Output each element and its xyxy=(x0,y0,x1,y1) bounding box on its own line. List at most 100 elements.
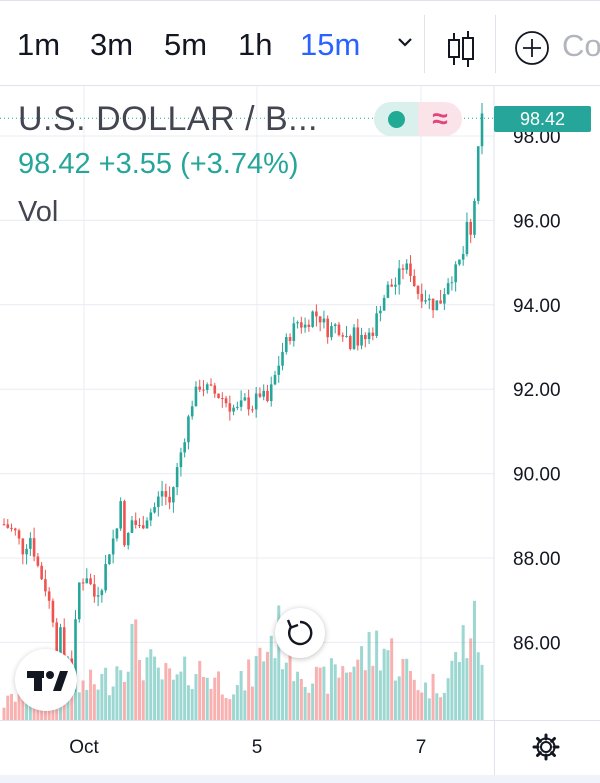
volume-bar xyxy=(209,688,213,720)
volume-bar xyxy=(378,670,382,720)
candle-body xyxy=(168,496,171,503)
volume-bar xyxy=(25,696,29,720)
volume-bar xyxy=(405,658,409,720)
volume-bar xyxy=(262,661,266,720)
timeframe-15m[interactable]: 15m xyxy=(300,27,361,62)
timeframe-5m[interactable]: 5m xyxy=(164,27,208,62)
volume-bar xyxy=(386,650,390,720)
candle-body xyxy=(296,322,299,324)
candle-body xyxy=(160,491,164,497)
candle-body xyxy=(126,532,130,546)
volume-bar xyxy=(307,692,311,720)
tradingview-logo[interactable] xyxy=(15,649,77,711)
time-axis[interactable]: Oct 5 7 xyxy=(0,720,600,776)
candle-body xyxy=(345,336,348,338)
timeframe-1m[interactable]: 1m xyxy=(17,27,61,62)
candle-body xyxy=(409,263,412,276)
volume-bar xyxy=(311,683,315,720)
volume-bar xyxy=(375,630,379,720)
candle-body xyxy=(77,582,81,620)
candle-body xyxy=(443,294,446,304)
price-chart[interactable]: 98.00 96.00 94.00 92.00 90.00 88.00 86.00 xyxy=(0,86,600,720)
volume-bar xyxy=(235,685,239,720)
candle-body xyxy=(307,324,311,327)
candle-body xyxy=(424,300,427,302)
candle-body xyxy=(458,259,461,265)
candle-body xyxy=(262,390,266,397)
volume-bar xyxy=(337,677,341,720)
volume-bar xyxy=(130,623,134,720)
volume-bar xyxy=(186,685,190,720)
volume-bar xyxy=(284,662,288,720)
volume-bar xyxy=(96,689,100,720)
volume-bar xyxy=(141,680,145,720)
volume-bar xyxy=(10,693,14,720)
candle-body xyxy=(6,524,10,528)
volume-bar xyxy=(281,669,285,720)
candle-body xyxy=(21,538,25,555)
candlestick-icon[interactable] xyxy=(446,29,476,69)
candle-body xyxy=(416,285,420,294)
volume-legend-label[interactable]: Vol xyxy=(18,196,59,228)
volume-bar xyxy=(213,677,217,720)
plus-circle-icon[interactable] xyxy=(512,28,552,68)
volume-bar xyxy=(66,689,70,720)
volume-bar xyxy=(254,656,258,720)
price-tick-label: 88.00 xyxy=(513,549,561,570)
volume-bar xyxy=(450,660,454,720)
volume-bar xyxy=(145,657,149,720)
toolbar-divider xyxy=(495,15,496,73)
candle-body xyxy=(220,398,224,400)
volume-bar xyxy=(194,674,198,720)
volume-bar xyxy=(296,671,300,720)
timeframe-1h[interactable]: 1h xyxy=(238,27,273,62)
candle-body xyxy=(243,397,247,401)
candle-body xyxy=(364,334,367,340)
candle-body xyxy=(412,275,416,286)
current-price-label: 98.42 xyxy=(494,106,591,132)
candle-body xyxy=(213,385,217,394)
volume-bar xyxy=(465,658,469,720)
candle-body xyxy=(284,337,288,352)
volume-bar xyxy=(416,690,420,720)
volume-bar xyxy=(288,623,292,720)
volume-bar xyxy=(461,625,465,720)
candle-body xyxy=(96,595,100,597)
candle-body xyxy=(300,322,303,328)
candle-body xyxy=(89,578,92,585)
compare-button-label[interactable]: Co xyxy=(562,28,600,63)
candle-body xyxy=(337,324,341,336)
volume-bar xyxy=(435,693,439,720)
reset-rotate-icon xyxy=(286,619,313,646)
candle-body xyxy=(40,565,43,580)
volume-bar xyxy=(442,692,446,720)
candle-body xyxy=(85,578,89,584)
volume-bar xyxy=(333,664,337,720)
volume-bar xyxy=(345,672,349,720)
chevron-down-icon[interactable] xyxy=(394,31,416,53)
candle-body xyxy=(473,200,476,235)
delayed-data-icon: ≈ xyxy=(418,102,462,136)
symbol-title[interactable]: U.S. DOLLAR / B... xyxy=(18,100,318,138)
reset-chart-button[interactable] xyxy=(275,608,325,658)
gear-icon[interactable] xyxy=(532,733,560,761)
market-status-pill[interactable]: ≈ xyxy=(374,102,462,136)
chart-pane[interactable]: 98.00 96.00 94.00 92.00 90.00 88.00 86.00 U.S.… xyxy=(0,86,600,720)
candle-body xyxy=(217,393,220,399)
candle-body xyxy=(333,324,337,327)
volume-bar xyxy=(322,666,326,720)
volume-bar xyxy=(250,686,254,720)
volume-bar xyxy=(390,638,394,720)
volume-bar xyxy=(205,677,209,720)
candle-body xyxy=(428,298,431,301)
candle-body xyxy=(187,416,190,443)
candle-body xyxy=(277,365,281,375)
candle-body xyxy=(119,501,122,529)
volume-bar xyxy=(111,686,115,720)
volume-bar xyxy=(183,656,187,720)
price-tick-label: 86.00 xyxy=(513,633,561,654)
price-tick-label: 92.00 xyxy=(513,380,561,401)
timeframe-3m[interactable]: 3m xyxy=(90,27,134,62)
candle-body xyxy=(198,386,202,390)
volume-bar xyxy=(454,652,458,720)
